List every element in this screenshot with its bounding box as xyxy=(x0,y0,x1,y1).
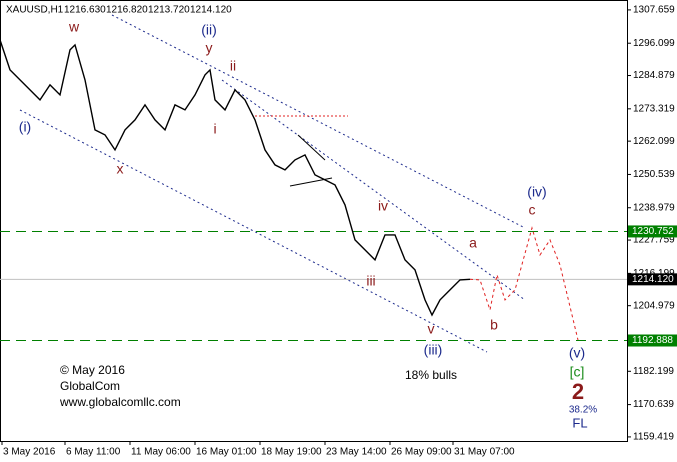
x-tick-label: 6 May 11:00 xyxy=(66,447,121,458)
y-tick-label: 1307.659 xyxy=(633,5,675,16)
y-tick-label: 1182.199 xyxy=(633,366,674,377)
marker-line xyxy=(297,134,326,161)
ohlc-open: 1216.630 xyxy=(64,5,106,16)
y-tick-label: 1227.759 xyxy=(633,235,675,246)
wave-label: (ii) xyxy=(201,22,217,38)
y-tick-label: 1262.099 xyxy=(633,136,675,147)
price-line xyxy=(0,39,471,317)
level-box xyxy=(628,273,677,286)
wave-label: i xyxy=(213,121,216,137)
y-tick-label: 1159.419 xyxy=(633,432,674,443)
fib-label: 38.2% xyxy=(569,405,597,416)
level-box xyxy=(628,334,677,347)
y-tick-label: 1296.099 xyxy=(633,38,675,49)
ohlc-low: 1213.720 xyxy=(148,5,190,16)
wave-label: (iii) xyxy=(424,342,443,358)
ohlc-close: 1214.120 xyxy=(190,5,232,16)
wave-label: iii xyxy=(366,273,375,289)
level-label: 1230.752 xyxy=(632,226,674,237)
x-tick-label: 31 May 07:00 xyxy=(454,447,515,458)
wave-label: ii xyxy=(230,58,236,74)
wave-label: (iv) xyxy=(527,184,546,200)
y-tick-label: 1204.979 xyxy=(633,300,675,311)
wave-label: (v) xyxy=(569,345,585,361)
fib-label: FL xyxy=(572,415,587,430)
x-tick-label: 11 May 06:00 xyxy=(131,447,191,458)
sentiment-label: 18% bulls xyxy=(405,368,457,382)
wave-label: v xyxy=(428,321,435,337)
plot-frame xyxy=(0,0,628,442)
company: GlobalCom xyxy=(60,379,120,393)
y-tick-label: 1170.639 xyxy=(633,399,674,410)
y-tick-label: 1284.879 xyxy=(633,70,675,81)
x-tick-label: 26 May 09:00 xyxy=(391,447,452,458)
wave-label: (i) xyxy=(19,119,31,135)
wave-label: 2 xyxy=(572,379,584,404)
y-tick-label: 1238.979 xyxy=(633,202,675,213)
website: www.globalcomllc.com xyxy=(59,395,181,409)
ohlc-high: 1216.820 xyxy=(106,5,148,16)
wave-label: iv xyxy=(378,198,388,214)
wave-label: b xyxy=(490,317,498,333)
y-tick-label: 1273.319 xyxy=(633,103,675,114)
projection-line xyxy=(469,226,579,341)
x-tick-label: 18 May 19:00 xyxy=(261,447,322,458)
wave-label: [c] xyxy=(570,364,585,380)
wave-label: w xyxy=(68,19,80,35)
copyright: © May 2016 xyxy=(60,363,125,377)
level-box xyxy=(628,225,677,238)
wave-label: a xyxy=(469,235,477,251)
chart-title: XAUUSD,H1 xyxy=(6,5,64,16)
level-label: 1192.888 xyxy=(632,335,673,346)
x-tick-label: 3 May 2016 xyxy=(3,447,56,458)
wave-label: c xyxy=(529,202,536,218)
y-tick-label: 1250.539 xyxy=(633,169,675,180)
x-tick-label: 16 May 01:00 xyxy=(196,447,257,458)
wave-label: x xyxy=(117,161,124,177)
x-tick-label: 23 May 14:00 xyxy=(326,447,387,458)
wave-label: y xyxy=(206,40,213,56)
level-label: 1214.120 xyxy=(632,274,674,285)
